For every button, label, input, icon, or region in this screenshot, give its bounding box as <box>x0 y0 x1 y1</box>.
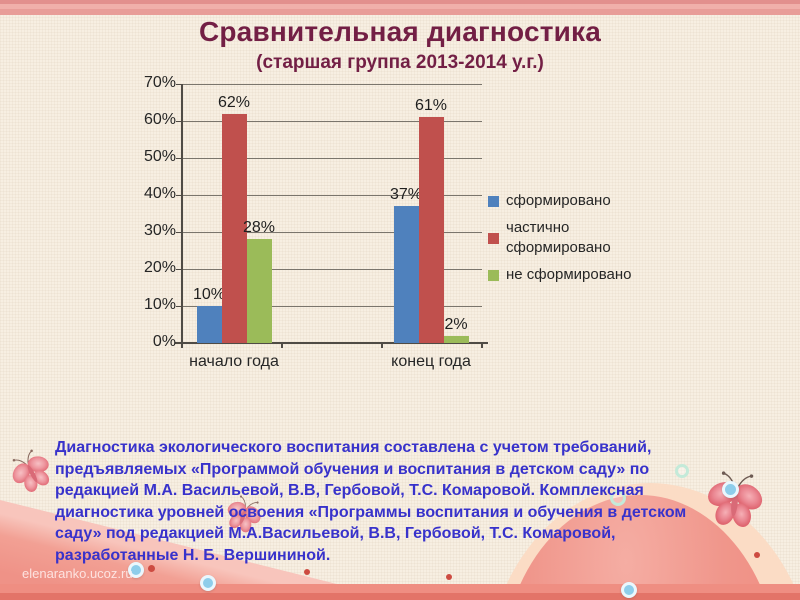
dot-decoration <box>621 582 637 598</box>
x-category-label: начало года <box>189 353 279 370</box>
gridline <box>182 231 482 233</box>
dot-decoration <box>610 490 626 506</box>
dot-decoration <box>304 569 310 575</box>
butterfly-icon <box>227 495 261 533</box>
y-axis-label: 20% <box>143 259 176 276</box>
gridline <box>182 157 482 159</box>
watermark: elenaranko.ucoz.ru <box>22 566 133 581</box>
x-axis-tick <box>281 343 283 348</box>
dot-decoration <box>754 552 760 558</box>
bar-value-label: 37% <box>389 186 423 204</box>
gridline <box>182 268 482 270</box>
bar-сформировано <box>196 306 222 343</box>
butterfly-icon <box>708 471 763 527</box>
body-text: Диагностика экологического воспитания со… <box>55 439 687 564</box>
x-axis-tick <box>481 343 483 348</box>
y-axis-tick <box>176 157 182 159</box>
legend-item: не сформировано <box>488 265 668 285</box>
y-axis-tick <box>176 120 182 122</box>
legend-label: не сформировано <box>506 266 632 283</box>
x-axis-tick <box>381 343 383 348</box>
dot-decoration <box>446 574 452 580</box>
y-axis-label: 70% <box>143 74 176 91</box>
y-axis-label: 30% <box>143 222 176 239</box>
x-axis-tick <box>181 343 183 348</box>
y-axis-label: 0% <box>152 333 176 350</box>
bar-value-label: 2% <box>444 315 468 333</box>
top-border-bar <box>0 0 800 15</box>
y-axis-tick <box>176 83 182 85</box>
legend-item: частично сформировано <box>488 218 668 258</box>
legend-label: частично сформировано <box>506 219 611 256</box>
y-axis-label: 10% <box>143 296 176 313</box>
dot-decoration <box>675 464 689 478</box>
legend-swatch <box>488 195 499 207</box>
legend-swatch <box>488 269 499 281</box>
y-axis-tick <box>176 305 182 307</box>
legend-swatch <box>488 232 499 244</box>
y-axis-label: 50% <box>143 148 176 165</box>
y-axis-label: 60% <box>143 111 176 128</box>
gridline <box>182 305 482 307</box>
bar-частично-сформировано <box>418 117 444 343</box>
bar-не-сформировано <box>246 239 272 343</box>
chart-plot-area: 10% 62% 28% 37% 61% 2% <box>175 83 488 348</box>
y-axis-tick <box>176 268 182 270</box>
slide-title: Сравнительная диагностика <box>198 16 602 47</box>
bar-частично-сформировано <box>221 113 247 343</box>
bar-chart: 10% 62% 28% 37% 61% 2% сформировано частично с… <box>130 73 690 413</box>
bar-value-label: 61% <box>414 97 448 115</box>
y-axis-label: 40% <box>143 185 176 202</box>
slide-subtitle: (старшая группа 2013-2014 у.г.) <box>256 52 544 73</box>
bar-value-label: 62% <box>217 93 251 111</box>
x-axis-line <box>175 342 488 344</box>
x-category-label: конец года <box>391 353 471 370</box>
y-axis-tick <box>176 194 182 196</box>
legend-item: сформировано <box>488 191 668 211</box>
bar-не-сформировано <box>443 335 469 343</box>
dot-decoration <box>722 481 739 498</box>
dot-decoration <box>200 575 216 591</box>
gridline <box>182 120 482 122</box>
y-axis-line <box>181 84 183 343</box>
gridline <box>182 83 482 85</box>
bottom-border-bar <box>0 584 800 600</box>
butterfly-icon <box>12 449 50 492</box>
gridline <box>182 194 482 196</box>
dot-decoration <box>128 562 144 578</box>
chart-legend: сформировано частично сформировано не сфор… <box>488 191 668 285</box>
y-axis-tick <box>176 231 182 233</box>
dot-decoration <box>148 565 155 572</box>
bar-value-label: 10% <box>192 286 226 303</box>
bar-value-label: 28% <box>242 219 276 237</box>
legend-label: сформировано <box>506 192 611 209</box>
bar-сформировано <box>393 206 419 343</box>
